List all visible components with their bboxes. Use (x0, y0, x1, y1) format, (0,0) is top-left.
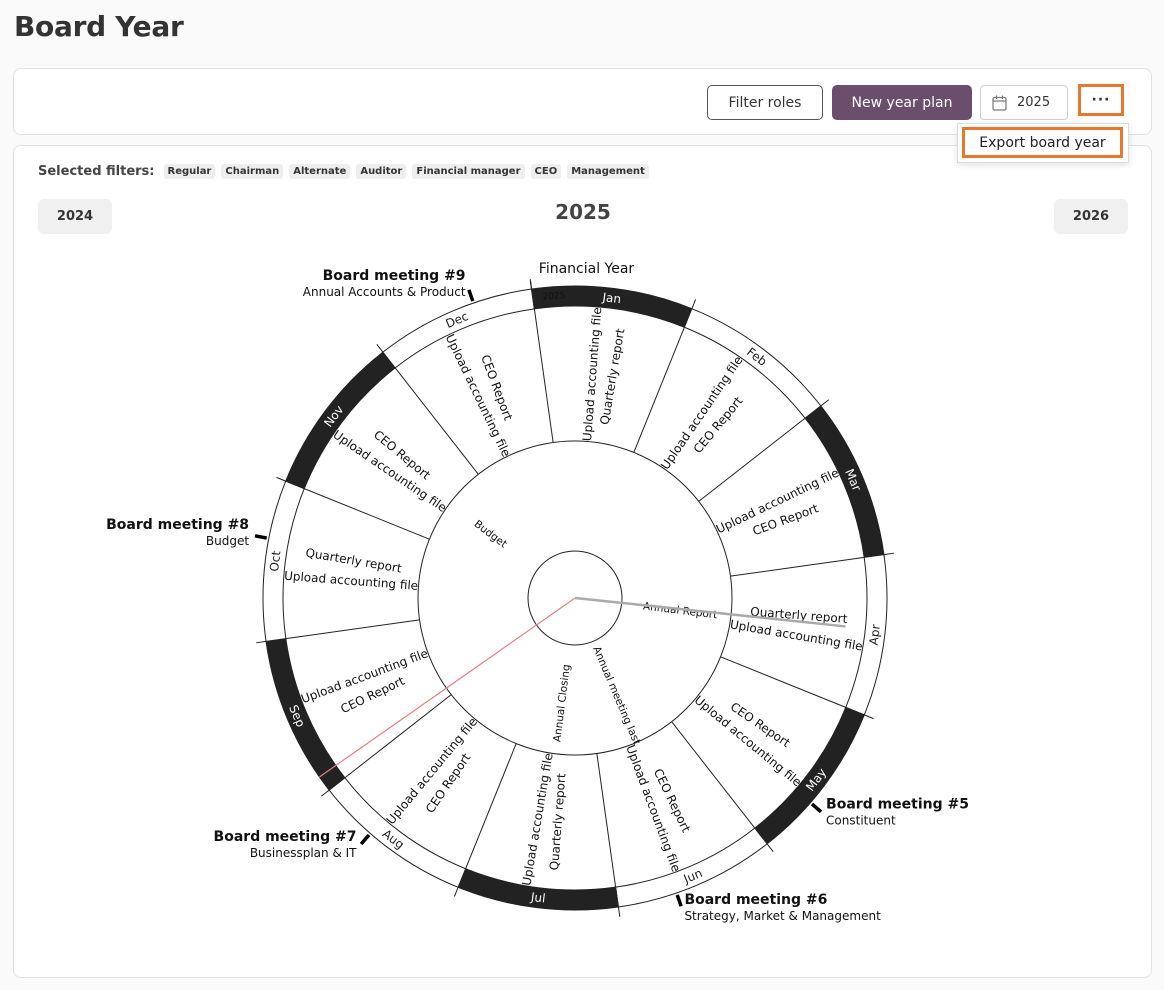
selected-filters-label: Selected filters: (38, 164, 155, 179)
month-tick (691, 299, 697, 309)
meeting-marker[interactable] (359, 833, 371, 846)
month-label: Apr (867, 624, 883, 646)
meeting-title: Board meeting #9 (323, 268, 466, 284)
export-board-year-menu-item[interactable]: Export board year (962, 127, 1123, 158)
month-divider (533, 308, 554, 443)
month-tick (883, 552, 894, 556)
center-circle (527, 550, 623, 646)
month-divider (285, 619, 420, 640)
filter-roles-button[interactable]: Filter roles (707, 85, 823, 120)
month-tick (276, 476, 286, 482)
meeting-subtitle: Constituent (826, 813, 896, 827)
filter-chip[interactable]: Management (567, 164, 649, 179)
meeting-subtitle: Businessplan & IT (250, 846, 357, 860)
filter-chip[interactable]: Alternate (289, 164, 351, 179)
month-divider (720, 656, 846, 708)
month-label: Jul (529, 890, 546, 906)
year-picker[interactable]: 2025 (980, 85, 1068, 120)
current-year-title: 2025 (555, 200, 611, 224)
previous-year-button[interactable]: 2024 (38, 199, 112, 234)
month-divider (730, 556, 865, 577)
month-divider (394, 367, 479, 475)
meeting-title: Board meeting #6 (684, 892, 827, 908)
month-divider (344, 694, 452, 779)
month-tick (766, 843, 774, 853)
meeting-subtitle: Annual Accounts & Product (303, 285, 466, 299)
meeting-subtitle: Strategy, Market & Management (684, 909, 881, 923)
filter-chip[interactable]: Financial manager (412, 164, 525, 179)
meeting-title: Board meeting #7 (214, 829, 357, 845)
more-options-menu: Export board year (957, 123, 1129, 163)
month-label: Jan (601, 290, 622, 306)
meeting-marker[interactable] (810, 802, 823, 814)
financial-year-label: Financial Year (539, 261, 635, 277)
inner-ring (417, 440, 733, 756)
today-marker (319, 597, 576, 778)
annual-item-label: Annual meeting last (590, 645, 642, 747)
new-year-plan-button[interactable]: New year plan (832, 85, 972, 120)
month-tick (864, 714, 874, 720)
month-tick (820, 399, 830, 407)
month-tick (320, 789, 330, 797)
board-year-card (13, 145, 1152, 978)
month-divider (596, 753, 617, 888)
month-divider (633, 327, 685, 453)
activity-label: Quarterly report (547, 773, 568, 871)
meeting-title: Board meeting #8 (106, 517, 249, 533)
filter-chip[interactable]: Regular (163, 164, 216, 179)
filter-chip[interactable]: Auditor (356, 164, 407, 179)
meeting-title: Board meeting #5 (826, 796, 969, 812)
month-divider (304, 488, 430, 540)
financial-year-start-tick (529, 281, 535, 309)
next-year-button[interactable]: 2026 (1054, 199, 1128, 234)
filter-chip[interactable]: Chairman (221, 164, 284, 179)
meeting-marker[interactable] (675, 894, 683, 907)
calendar-icon (992, 95, 1007, 111)
filter-chip[interactable]: CEO (530, 164, 562, 179)
annual-item-label: Budget (472, 518, 509, 550)
selected-filters: Selected filters: Regular Chairman Alter… (38, 164, 649, 179)
meeting-subtitle: Budget (206, 534, 249, 548)
month-divider (465, 743, 517, 869)
more-options-button[interactable]: ··· (1078, 84, 1124, 116)
month-tick (256, 640, 267, 644)
meeting-marker[interactable] (467, 289, 475, 302)
activity-label: Quarterly report (597, 327, 627, 426)
month-label: Oct (267, 550, 283, 573)
year-picker-value: 2025 (1017, 95, 1051, 110)
month-divider (698, 417, 806, 502)
month-divider (671, 721, 756, 829)
page-title: Board Year (14, 10, 184, 43)
month-tick (617, 906, 621, 917)
annual-item-label: Annual Closing (551, 664, 572, 743)
wheel-year-label: 2025 (542, 291, 566, 303)
month-tick (376, 343, 384, 353)
meeting-marker[interactable] (254, 534, 268, 540)
financial-year-pointer (574, 596, 846, 628)
month-tick (453, 887, 459, 897)
